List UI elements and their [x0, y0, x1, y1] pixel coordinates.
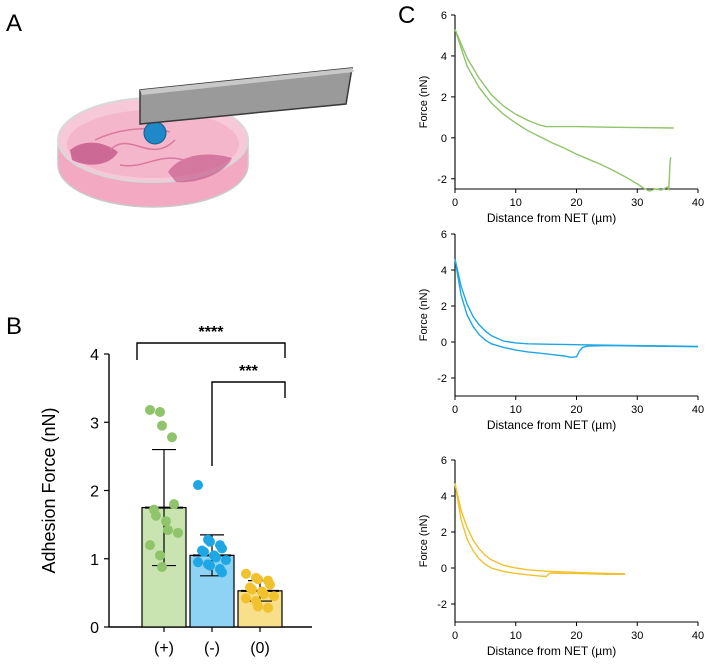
curve-y-tick-label: 2: [441, 301, 447, 313]
curve-x-tick-label: 10: [510, 404, 522, 416]
data-point-0-10: [145, 540, 155, 551]
data-point-1-12: [205, 560, 215, 571]
curve-2-approach: [454, 259, 699, 348]
curve-x-tick-label: 40: [692, 404, 704, 416]
curve-x-tick-label: 30: [631, 630, 643, 642]
curve-x-tick-label: 10: [510, 630, 522, 642]
data-point-2-10: [241, 593, 251, 604]
bar-y-tick-label: 2: [90, 484, 99, 501]
data-point-2-13: [263, 602, 273, 613]
curve-1-approach: [454, 29, 674, 129]
significance-label-0: ****: [199, 324, 225, 341]
data-point-2-8: [259, 589, 269, 600]
curve-y-tick-label: -2: [437, 373, 447, 385]
significance-bracket-1: [211, 381, 286, 466]
curve-x-tick-label: 30: [631, 404, 643, 416]
curve-x-tick-label: 0: [452, 630, 458, 642]
curve-y-tick-label: 4: [441, 491, 447, 503]
data-point-1-4: [217, 543, 227, 554]
curve-x-tick-label: 40: [692, 630, 704, 642]
curve-x-tick-label: 10: [510, 197, 522, 209]
panel-b-letter: B: [6, 313, 22, 340]
bar-x-tick-label-0: (+): [154, 640, 174, 657]
curve-y-tick-label: 2: [441, 92, 447, 104]
curve-y-tick-label: 0: [441, 563, 447, 575]
panel-c-letter: C: [398, 2, 415, 29]
significance-bracket-0: [136, 342, 286, 360]
data-point-0-11: [155, 550, 165, 561]
data-point-1-0: [193, 480, 203, 491]
curve-y-axis-label-2: Force (nN): [418, 289, 430, 342]
cell-left: [70, 142, 118, 165]
cantilever-top: [140, 68, 354, 95]
data-point-1-8: [211, 552, 221, 563]
probe-bead: [143, 121, 167, 145]
data-point-2-6: [247, 584, 257, 595]
curve-1-retract: [454, 29, 672, 192]
curve-x-tick-label: 20: [570, 404, 582, 416]
bar-x-tick-label-1: (-): [204, 640, 220, 657]
curve-x-tick-label: 0: [452, 404, 458, 416]
data-point-0-12: [157, 561, 167, 572]
data-point-2-12: [253, 601, 263, 612]
data-point-2-9: [269, 591, 279, 602]
curve-x-axis-label-2: Distance from NET (µm): [487, 418, 616, 432]
bar-y-tick-label: 1: [90, 552, 99, 569]
curve-y-tick-label: 6: [441, 455, 447, 467]
cell-right: [168, 154, 232, 183]
bar-y-tick-label: 3: [90, 415, 99, 432]
curve-x-tick-label: 30: [631, 197, 643, 209]
data-point-0-6: [151, 510, 161, 521]
data-point-0-3: [167, 432, 177, 443]
data-point-1-2: [205, 536, 215, 547]
curve-3-approach: [454, 483, 626, 575]
data-point-1-10: [193, 557, 203, 568]
curve-y-tick-label: 0: [441, 337, 447, 349]
curve-y-tick-label: -2: [437, 174, 447, 186]
curve-x-tick-label: 20: [570, 197, 582, 209]
bar-x-tick-label-2: (0): [250, 640, 270, 657]
curve-y-tick-label: 2: [441, 527, 447, 539]
data-point-2-2: [253, 574, 263, 585]
significance-label-1: ***: [239, 363, 258, 380]
curve-y-tick-label: -2: [437, 599, 447, 611]
afm-illustration: [57, 67, 354, 208]
data-point-0-9: [173, 527, 183, 538]
curve-y-axis-label-3: Force (nN): [418, 515, 430, 568]
curve-x-tick-label: 0: [452, 197, 458, 209]
data-point-0-8: [163, 525, 173, 536]
curve-y-tick-label: 4: [441, 265, 447, 277]
curve-y-tick-label: 4: [441, 51, 447, 63]
curve-2-retract: [454, 259, 699, 359]
curve-y-tick-label: 6: [441, 10, 447, 22]
curve-x-tick-label: 40: [692, 197, 704, 209]
curve-x-axis-label-3: Distance from NET (µm): [487, 644, 616, 658]
data-point-0-7: [161, 516, 171, 527]
data-point-2-0: [241, 568, 251, 579]
curve-3-retract: [454, 483, 626, 578]
data-point-1-6: [199, 546, 209, 557]
bar-y-axis-label: Adhesion Force (nN): [39, 407, 59, 573]
curve-y-axis-label-1: Force (nN): [418, 76, 430, 129]
panel-a-letter: A: [6, 10, 22, 37]
data-point-1-9: [221, 555, 231, 566]
bar-y-tick-label: 0: [90, 620, 99, 637]
data-point-0-0: [145, 404, 155, 415]
curve-y-tick-label: 6: [441, 229, 447, 241]
curve-x-axis-label-1: Distance from NET (µm): [487, 211, 616, 225]
cantilever: [139, 67, 353, 125]
data-point-0-4: [169, 499, 179, 510]
data-point-2-4: [265, 579, 275, 590]
bar-y-tick-label: 4: [90, 347, 99, 364]
data-point-0-1: [155, 407, 165, 418]
curve-y-tick-label: 0: [441, 133, 447, 145]
data-point-1-14: [217, 567, 227, 578]
data-point-0-2: [157, 420, 167, 431]
curve-x-tick-label: 20: [570, 630, 582, 642]
